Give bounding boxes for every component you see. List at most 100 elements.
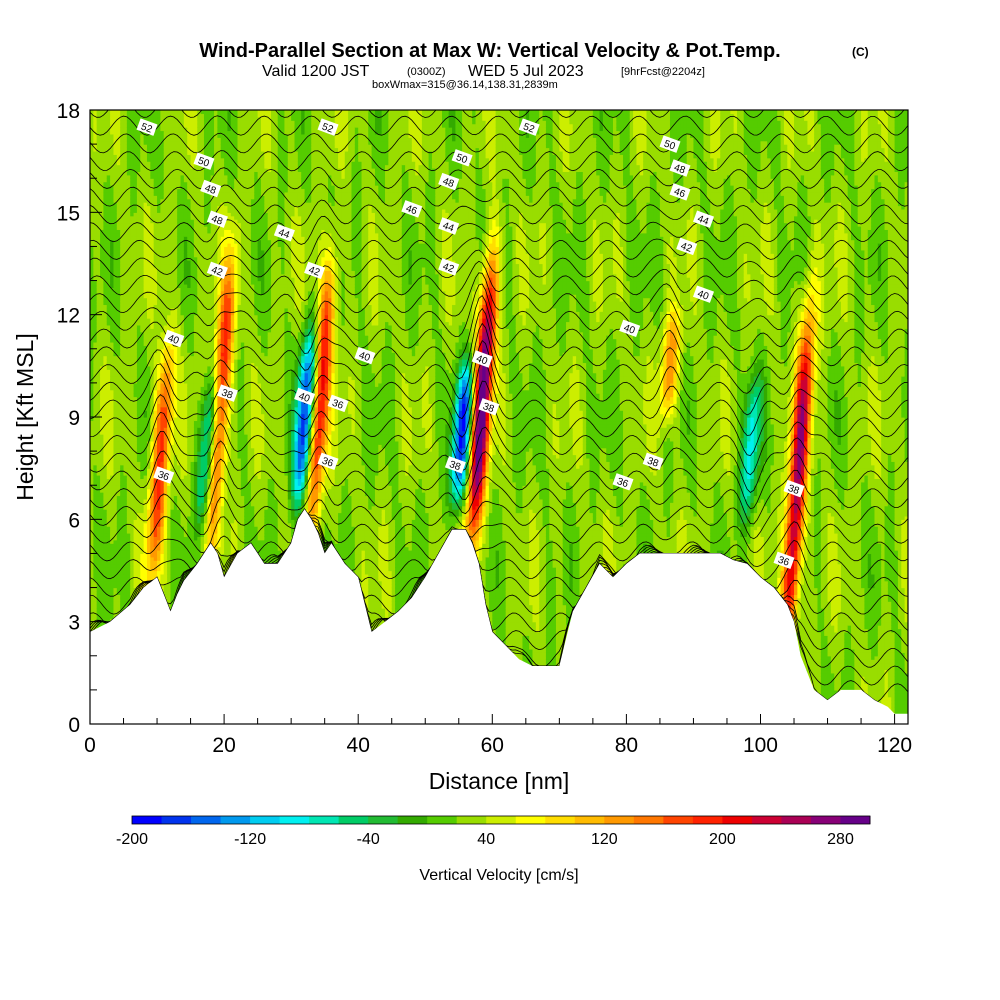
velocity-cell (97, 141, 101, 145)
subtitle-fcst: [9hrFcst@2204z] (621, 66, 705, 78)
velocity-cell (110, 571, 114, 575)
velocity-cell (97, 321, 101, 325)
velocity-cell (97, 267, 101, 271)
velocity-cell (110, 356, 114, 360)
velocity-cell (110, 489, 114, 493)
velocity-cell (97, 287, 101, 291)
velocity-cell (97, 482, 101, 486)
velocity-cell (110, 564, 114, 568)
velocity-cell (97, 499, 101, 503)
velocity-cell (97, 475, 101, 479)
velocity-cell (110, 441, 114, 445)
velocity-cell (97, 202, 101, 206)
velocity-cell (97, 591, 101, 595)
velocity-cell (110, 339, 114, 343)
velocity-cell (110, 506, 114, 510)
velocity-cell (97, 315, 101, 319)
velocity-cell (110, 530, 114, 534)
velocity-cell (110, 444, 114, 448)
velocity-cell (97, 144, 101, 148)
velocity-cell (97, 383, 101, 387)
velocity-cell (110, 601, 114, 605)
velocity-cell (110, 373, 114, 377)
velocity-cell (97, 298, 101, 302)
velocity-cell (97, 264, 101, 268)
velocity-cell (97, 407, 101, 411)
velocity-cell (97, 502, 101, 506)
velocity-cell (97, 513, 101, 517)
velocity-cell (97, 461, 101, 465)
velocity-cell (110, 608, 114, 612)
velocity-cell (97, 192, 101, 196)
velocity-cell (110, 509, 114, 513)
velocity-cell (97, 509, 101, 513)
subtitle-box: boxWmax=315@36.14,138.31,2839m (372, 79, 558, 91)
velocity-cell (97, 188, 101, 192)
velocity-cell (110, 591, 114, 595)
velocity-cell (110, 414, 114, 418)
velocity-cell (97, 455, 101, 459)
velocity-cell (110, 359, 114, 363)
velocity-cell (97, 294, 101, 298)
velocity-cell (110, 461, 114, 465)
velocity-cell (97, 335, 101, 339)
velocity-cell (97, 216, 101, 220)
velocity-cell (110, 393, 114, 397)
velocity-cell (110, 492, 114, 496)
velocity-cell (110, 550, 114, 554)
velocity-cell (110, 598, 114, 602)
velocity-cell (110, 523, 114, 527)
velocity-cell (97, 362, 101, 366)
velocity-cell (97, 284, 101, 288)
velocity-cell (110, 584, 114, 588)
velocity-cell (110, 533, 114, 537)
velocity-cell (97, 281, 101, 285)
velocity-cell (97, 318, 101, 322)
velocity-cell (97, 301, 101, 305)
velocity-cell (110, 383, 114, 387)
velocity-cell (97, 489, 101, 493)
velocity-cell (97, 574, 101, 578)
velocity-cell (97, 161, 101, 165)
velocity-cell (97, 417, 101, 421)
velocity-cell (97, 250, 101, 254)
velocity-cell (110, 407, 114, 411)
velocity-cell (97, 376, 101, 380)
subtitle-date: WED 5 Jul 2023 (468, 63, 584, 80)
velocity-cell (110, 472, 114, 476)
velocity-cell (97, 465, 101, 469)
velocity-cell (97, 270, 101, 274)
velocity-cell (110, 451, 114, 455)
velocity-cell (97, 236, 101, 240)
velocity-cell (97, 154, 101, 158)
velocity-cell (97, 533, 101, 537)
velocity-cell (110, 567, 114, 571)
velocity-cell (97, 253, 101, 257)
velocity-cell (110, 547, 114, 551)
velocity-cell (97, 540, 101, 544)
velocity-cell (97, 110, 101, 114)
subtitle-utc: (0300Z) (407, 66, 446, 78)
velocity-cell (110, 485, 114, 489)
cross-section-chart: Wind-Parallel Section at Max W: Vertical… (0, 0, 1000, 1000)
velocity-cell (97, 588, 101, 592)
velocity-cell (97, 182, 101, 186)
velocity-cell (110, 513, 114, 517)
velocity-cell (97, 424, 101, 428)
velocity-cell (110, 465, 114, 469)
velocity-cell (97, 557, 101, 561)
velocity-cell (97, 495, 101, 499)
velocity-cell (110, 499, 114, 503)
velocity-cell (97, 547, 101, 551)
velocity-cell (110, 386, 114, 390)
velocity-cell (97, 564, 101, 568)
velocity-cell (97, 485, 101, 489)
velocity-cell (97, 345, 101, 349)
velocity-cell (110, 482, 114, 486)
velocity-cell (97, 185, 101, 189)
velocity-cell (110, 588, 114, 592)
velocity-cell (97, 458, 101, 462)
velocity-cell (97, 124, 101, 128)
velocity-cell (110, 560, 114, 564)
velocity-cell (97, 397, 101, 401)
